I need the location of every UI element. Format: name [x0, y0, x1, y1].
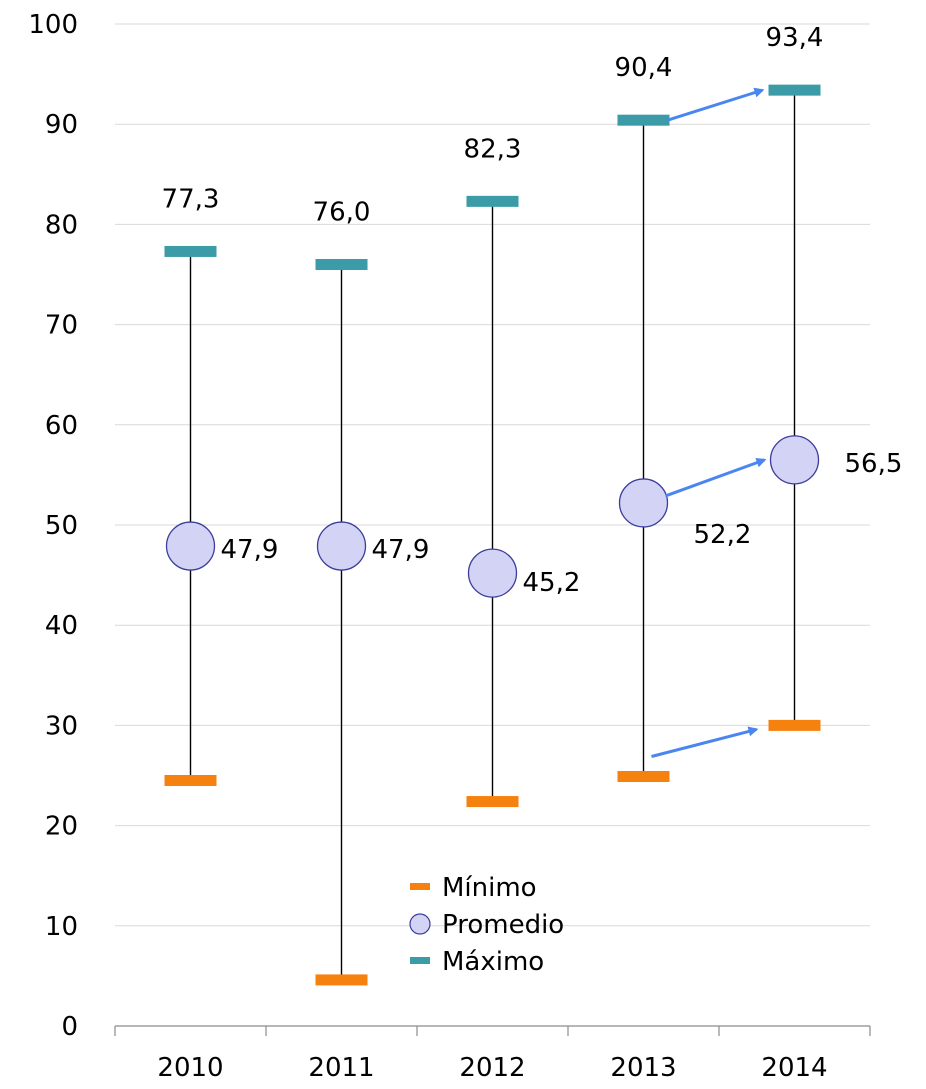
min-marker	[466, 796, 519, 808]
max-data-label: 93,4	[766, 23, 824, 53]
legend-swatch-minimo	[410, 883, 430, 890]
legend-swatch-promedio	[409, 913, 431, 935]
chart-marks	[164, 84, 821, 986]
y-tick-label: 20	[45, 812, 78, 842]
average-marker	[467, 548, 518, 598]
y-tick-label: 90	[45, 110, 78, 140]
y-tick-label: 100	[28, 10, 78, 40]
average-marker	[316, 521, 367, 571]
trend-arrow	[651, 726, 759, 758]
max-marker	[768, 84, 821, 96]
y-tick-label: 70	[45, 311, 78, 341]
average-marker	[165, 521, 216, 571]
max-data-label: 76,0	[313, 197, 371, 227]
average-marker	[618, 478, 669, 528]
legend-label-minimo: Mínimo	[442, 873, 537, 903]
min-marker	[315, 974, 368, 986]
trend-arrow	[664, 457, 767, 498]
x-tick-label: 2014	[761, 1053, 827, 1083]
x-tick-label: 2012	[459, 1053, 525, 1083]
max-marker	[617, 114, 670, 126]
x-tick-label: 2010	[157, 1053, 223, 1083]
data-labels: 77,3 76,0 82,3 90,4 93,4 47,9 47,9 45,2 52,2 56,5	[162, 23, 903, 598]
average-data-label: 47,9	[221, 535, 279, 565]
max-data-label: 90,4	[615, 53, 673, 83]
max-marker	[164, 245, 217, 257]
min-marker	[768, 719, 821, 731]
max-data-label: 82,3	[464, 134, 522, 164]
min-marker	[617, 771, 670, 783]
trend-arrows	[651, 87, 767, 758]
axes: 0 10 20 30 40 50 60 70 80 90 100 2010 2011 2012 2013 20…	[28, 10, 871, 1083]
average-marker	[769, 435, 820, 485]
y-tick-label: 60	[45, 411, 78, 441]
average-data-label: 45,2	[523, 568, 581, 598]
y-tick-label: 30	[45, 711, 78, 741]
y-tick-label: 10	[45, 912, 78, 942]
legend-label-promedio: Promedio	[442, 910, 564, 940]
average-data-label: 52,2	[694, 520, 752, 550]
range-lines	[189, 90, 796, 980]
x-tick-label: 2011	[308, 1053, 374, 1083]
max-data-label: 77,3	[162, 184, 220, 214]
max-marker	[315, 258, 368, 270]
trend-arrow	[667, 87, 765, 122]
average-data-label: 47,9	[372, 535, 430, 565]
min-marker	[164, 775, 217, 787]
x-tick-label: 2013	[610, 1053, 676, 1083]
y-tick-label: 50	[45, 511, 78, 541]
y-tick-label: 40	[45, 611, 78, 641]
average-data-label: 56,5	[845, 449, 903, 479]
legend-swatch-maximo	[410, 957, 430, 964]
max-marker	[466, 195, 519, 207]
legend: Mínimo Promedio Máximo	[409, 873, 564, 977]
y-tick-label: 80	[45, 210, 78, 240]
legend-label-maximo: Máximo	[442, 947, 544, 977]
y-tick-label: 0	[61, 1012, 78, 1042]
